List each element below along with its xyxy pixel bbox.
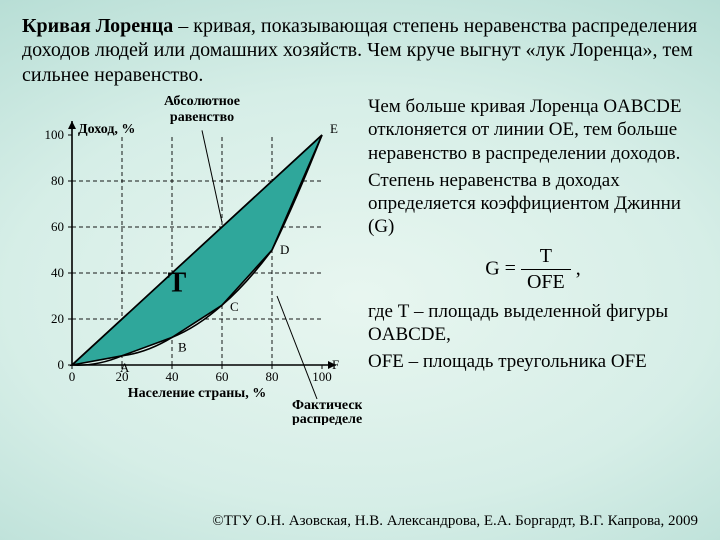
svg-text:равенство: равенство — [170, 110, 234, 125]
svg-text:0: 0 — [58, 357, 65, 372]
credits-line: ©ТГУ О.Н. Азовская, Н.В. Александрова, Е… — [212, 513, 698, 530]
definition-paragraph: Кривая Лоренца – кривая, показывающая ст… — [22, 14, 698, 87]
svg-text:20: 20 — [51, 311, 64, 326]
svg-text:Население страны, %: Население страны, % — [128, 386, 266, 401]
formula-lhs: G = — [485, 258, 521, 280]
svg-text:Доход, %: Доход, % — [78, 122, 135, 137]
svg-text:B: B — [178, 340, 187, 355]
svg-text:80: 80 — [51, 173, 64, 188]
svg-text:Абсолютное: Абсолютное — [164, 95, 240, 109]
svg-text:40: 40 — [166, 369, 179, 384]
explanation-p4: OFE – площадь треугольника OFE — [368, 350, 698, 373]
svg-text:0: 0 — [69, 369, 76, 384]
formula-numerator: T — [521, 244, 571, 269]
explanation-p2: Степень неравенства в доходах определяет… — [368, 169, 698, 239]
lorenz-chart: 020406080100020406080100Население страны… — [22, 95, 362, 430]
svg-text:C: C — [230, 299, 239, 314]
svg-text:E: E — [330, 121, 338, 136]
svg-text:F: F — [332, 357, 339, 372]
svg-text:60: 60 — [216, 369, 229, 384]
svg-text:T: T — [168, 268, 187, 299]
explanation-p1: Чем больше кривая Лоренца OABCDE отклоня… — [368, 95, 698, 165]
svg-text:80: 80 — [266, 369, 279, 384]
explanation-p3: где Т – площадь выделенной фигуры OABCDE… — [368, 300, 698, 346]
svg-text:распределение: распределение — [292, 412, 362, 425]
explanation-column: Чем больше кривая Лоренца OABCDE отклоня… — [362, 95, 698, 430]
definition-bold: Кривая Лоренца — [22, 15, 173, 37]
svg-text:100: 100 — [45, 127, 65, 142]
svg-text:D: D — [280, 242, 289, 257]
formula-denominator: OFE — [521, 270, 571, 294]
gini-formula: G = T OFE , — [368, 244, 698, 294]
svg-text:40: 40 — [51, 265, 64, 280]
svg-text:60: 60 — [51, 219, 64, 234]
svg-text:A: A — [120, 360, 130, 375]
svg-text:100: 100 — [312, 369, 332, 384]
formula-tail: , — [576, 258, 581, 280]
svg-text:Фактическое: Фактическое — [292, 398, 362, 413]
